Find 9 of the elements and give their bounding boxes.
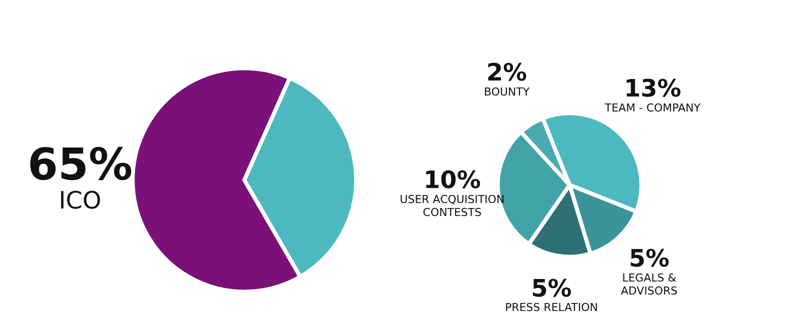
slice-label: BOUNTY xyxy=(484,85,530,98)
slice-label: LEGALS & ADVISORS xyxy=(620,272,678,298)
data-label: 5% xyxy=(628,244,670,273)
data-label: 2% xyxy=(486,58,528,86)
slice-label: TEAM - COMPANY xyxy=(604,101,701,114)
data-label: 13% xyxy=(624,74,682,103)
data-label: 5% xyxy=(531,274,572,302)
slice-label: PRESS RELATION xyxy=(505,301,598,314)
data-label: 10% xyxy=(424,166,481,194)
